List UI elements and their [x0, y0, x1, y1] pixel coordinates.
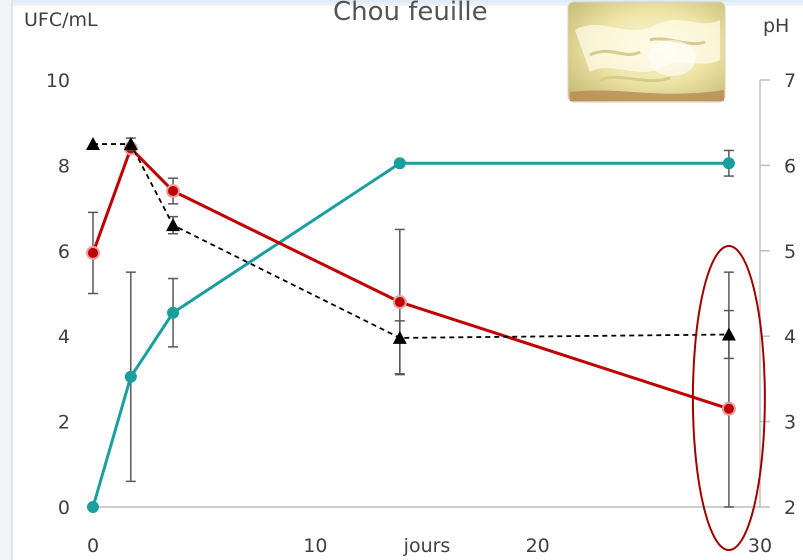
y-right-tick-label: 6: [784, 155, 796, 177]
data-point: [166, 184, 181, 199]
cabbage-photo: [567, 1, 726, 103]
x-tick-label: 30: [748, 535, 772, 557]
x-tick-label: 20: [526, 535, 550, 557]
x-tick-label: 0: [87, 535, 99, 557]
data-point: [721, 327, 736, 341]
data-point: [123, 137, 138, 151]
x-tick-label: 10: [303, 535, 327, 557]
top-band: [0, 0, 803, 6]
x-axis-label: jours: [403, 535, 451, 557]
y-left-tick-label: 0: [58, 497, 70, 519]
data-point: [392, 295, 407, 310]
series-line: [91, 146, 730, 411]
y-left-axis-label: UFC/mL: [24, 9, 98, 31]
y-right-tick-label: 5: [784, 241, 796, 263]
y-left-tick-label: 4: [58, 326, 70, 348]
y-right-axis-label: pH: [763, 15, 789, 37]
highlight-ellipse: [691, 245, 766, 551]
data-point: [167, 306, 180, 319]
data-point: [124, 370, 137, 383]
left-border: [0, 0, 12, 560]
data-point: [722, 157, 735, 170]
y-right-tick-label: 2: [784, 497, 796, 519]
data-point: [86, 245, 100, 260]
data-point: [86, 137, 100, 151]
chart-title: Chou feuille: [333, 0, 488, 27]
y-left-tick-label: 2: [58, 412, 70, 434]
y-right-tick-label: 4: [784, 326, 796, 348]
y-left-tick-label: 8: [58, 155, 70, 177]
y-left-tick-label: 10: [46, 70, 70, 92]
data-point: [392, 330, 407, 344]
y-left-tick-label: 6: [58, 241, 70, 263]
series-line: [93, 143, 729, 339]
data-point: [393, 157, 406, 170]
data-point: [721, 401, 736, 416]
data-point: [87, 501, 99, 513]
y-right-tick-label: 7: [784, 70, 796, 92]
data-point: [166, 218, 181, 232]
y-right-tick-label: 3: [784, 412, 796, 434]
